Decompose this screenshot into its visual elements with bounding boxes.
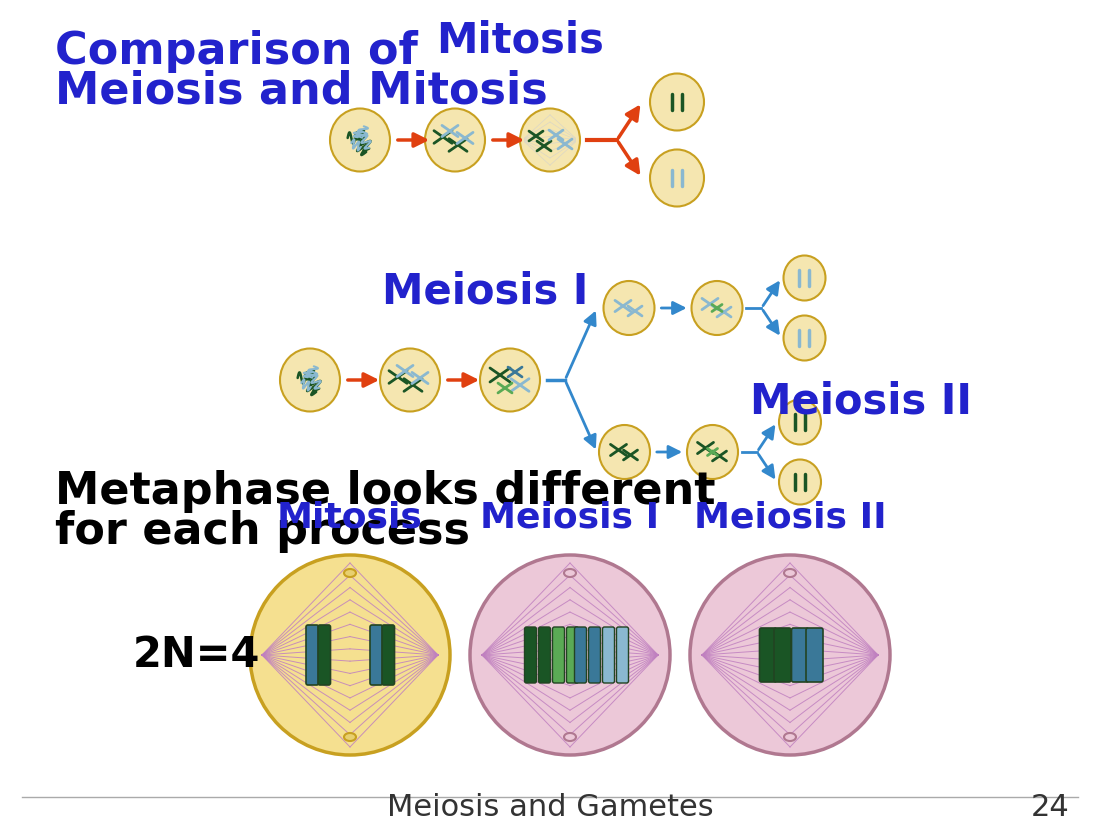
Ellipse shape (344, 733, 356, 741)
Text: 24: 24 (1031, 793, 1069, 822)
Ellipse shape (480, 348, 540, 412)
FancyBboxPatch shape (603, 627, 615, 683)
Ellipse shape (779, 460, 821, 505)
FancyBboxPatch shape (370, 625, 383, 685)
FancyBboxPatch shape (806, 628, 823, 682)
Ellipse shape (344, 569, 356, 577)
Ellipse shape (784, 569, 796, 577)
Ellipse shape (600, 425, 650, 479)
Ellipse shape (564, 733, 576, 741)
Text: Meiosis and Gametes: Meiosis and Gametes (387, 793, 713, 822)
Ellipse shape (779, 399, 821, 445)
FancyBboxPatch shape (759, 628, 777, 682)
FancyBboxPatch shape (616, 627, 628, 683)
FancyBboxPatch shape (552, 627, 564, 683)
Text: Meiosis I: Meiosis I (382, 270, 588, 312)
Ellipse shape (425, 109, 485, 172)
Ellipse shape (470, 555, 670, 755)
Ellipse shape (280, 348, 340, 412)
FancyBboxPatch shape (588, 627, 601, 683)
Text: for each process: for each process (55, 510, 470, 553)
FancyBboxPatch shape (306, 625, 319, 685)
FancyBboxPatch shape (318, 625, 330, 685)
Text: Meiosis II: Meiosis II (750, 380, 972, 422)
Text: Meiosis II: Meiosis II (694, 501, 887, 535)
Ellipse shape (330, 109, 390, 172)
FancyBboxPatch shape (774, 628, 791, 682)
Ellipse shape (564, 569, 576, 577)
FancyBboxPatch shape (566, 627, 579, 683)
Ellipse shape (250, 555, 450, 755)
Ellipse shape (784, 733, 796, 741)
Ellipse shape (379, 348, 440, 412)
Ellipse shape (690, 555, 890, 755)
Text: Metaphase looks different: Metaphase looks different (55, 470, 715, 513)
Ellipse shape (692, 281, 742, 335)
Text: Mitosis: Mitosis (277, 501, 422, 535)
Text: Meiosis and Mitosis: Meiosis and Mitosis (55, 70, 548, 113)
FancyBboxPatch shape (574, 627, 586, 683)
Ellipse shape (783, 256, 825, 300)
Ellipse shape (783, 315, 825, 361)
FancyBboxPatch shape (792, 628, 808, 682)
Text: 2N=4: 2N=4 (133, 634, 260, 676)
Text: Meiosis I: Meiosis I (481, 501, 660, 535)
Ellipse shape (650, 149, 704, 206)
Ellipse shape (604, 281, 654, 335)
Ellipse shape (688, 425, 738, 479)
FancyBboxPatch shape (539, 627, 550, 683)
Ellipse shape (520, 109, 580, 172)
FancyBboxPatch shape (382, 625, 395, 685)
FancyBboxPatch shape (525, 627, 537, 683)
Text: Mitosis: Mitosis (436, 20, 604, 62)
Ellipse shape (650, 73, 704, 130)
Text: Comparison of: Comparison of (55, 30, 418, 73)
